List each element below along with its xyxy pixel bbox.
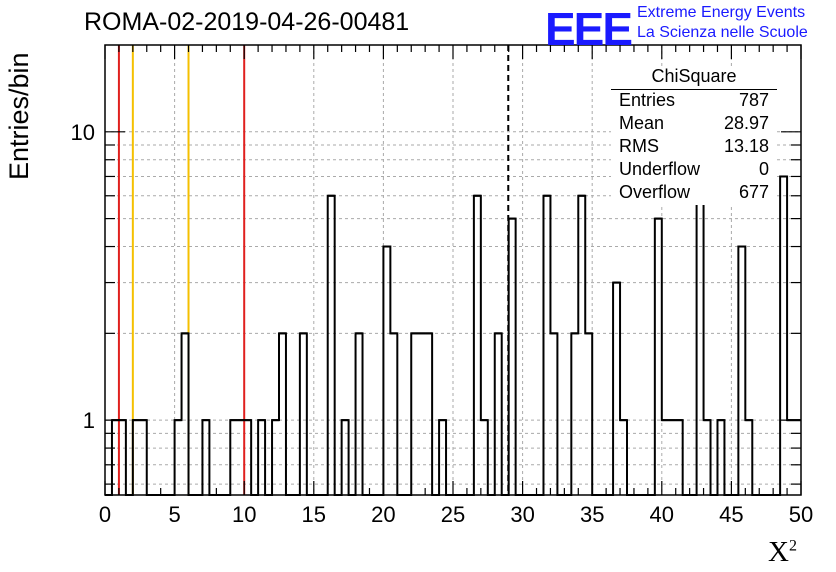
y-tick-label: 10 bbox=[71, 120, 95, 145]
y-tick-label: 1 bbox=[83, 408, 95, 433]
x-tick-label: 5 bbox=[168, 502, 180, 527]
x-axis-label-sup: 2 bbox=[788, 537, 797, 555]
stats-label: Entries bbox=[619, 90, 676, 110]
y-axis-label: Entries/bin bbox=[4, 52, 34, 180]
x-tick-label: 40 bbox=[650, 502, 674, 527]
stats-label: Overflow bbox=[619, 182, 691, 202]
logo-tagline-2: La Scienza nelle Scuole bbox=[637, 24, 808, 41]
x-tick-label: 50 bbox=[789, 502, 813, 527]
y-axis-ticks: 1 10 bbox=[71, 120, 801, 485]
stats-label: RMS bbox=[619, 136, 659, 156]
x-tick-label: 35 bbox=[580, 502, 604, 527]
stats-box: ChiSquare Entries 787 Mean 28.97 RMS 13.… bbox=[611, 66, 777, 205]
stats-value: 787 bbox=[738, 90, 769, 110]
x-tick-label: 0 bbox=[99, 502, 111, 527]
x-tick-label: 30 bbox=[510, 502, 534, 527]
x-tick-label: 10 bbox=[232, 502, 256, 527]
x-tick-label: 20 bbox=[371, 502, 395, 527]
x-axis-label-text: X bbox=[768, 536, 789, 568]
stats-row-overflow: Overflow 677 bbox=[611, 182, 777, 205]
grid-lines bbox=[105, 45, 801, 495]
x-axis-label: X2 bbox=[768, 536, 797, 569]
eee-logo: EEE bbox=[545, 3, 633, 55]
stats-row-underflow: Underflow 0 bbox=[611, 159, 777, 182]
stats-row-entries: Entries 787 bbox=[611, 90, 777, 113]
stats-value: 28.97 bbox=[723, 113, 769, 133]
x-tick-label: 45 bbox=[719, 502, 743, 527]
stats-value: 0 bbox=[758, 159, 769, 179]
stats-title: ChiSquare bbox=[611, 66, 777, 90]
x-tick-label: 25 bbox=[441, 502, 465, 527]
stats-value: 677 bbox=[738, 182, 769, 202]
x-axis-ticks: 0 5 10 15 20 25 30 35 40 45 50 bbox=[99, 45, 813, 527]
stats-value: 13.18 bbox=[723, 136, 769, 156]
x-tick-label: 15 bbox=[302, 502, 326, 527]
stats-row-rms: RMS 13.18 bbox=[611, 136, 777, 159]
chart-title: ROMA-02-2019-04-26-00481 bbox=[84, 8, 410, 36]
stats-label: Underflow bbox=[619, 159, 701, 179]
stats-label: Mean bbox=[619, 113, 665, 133]
stats-row-mean: Mean 28.97 bbox=[611, 113, 777, 136]
logo-tagline-1: Extreme Energy Events bbox=[637, 4, 806, 21]
